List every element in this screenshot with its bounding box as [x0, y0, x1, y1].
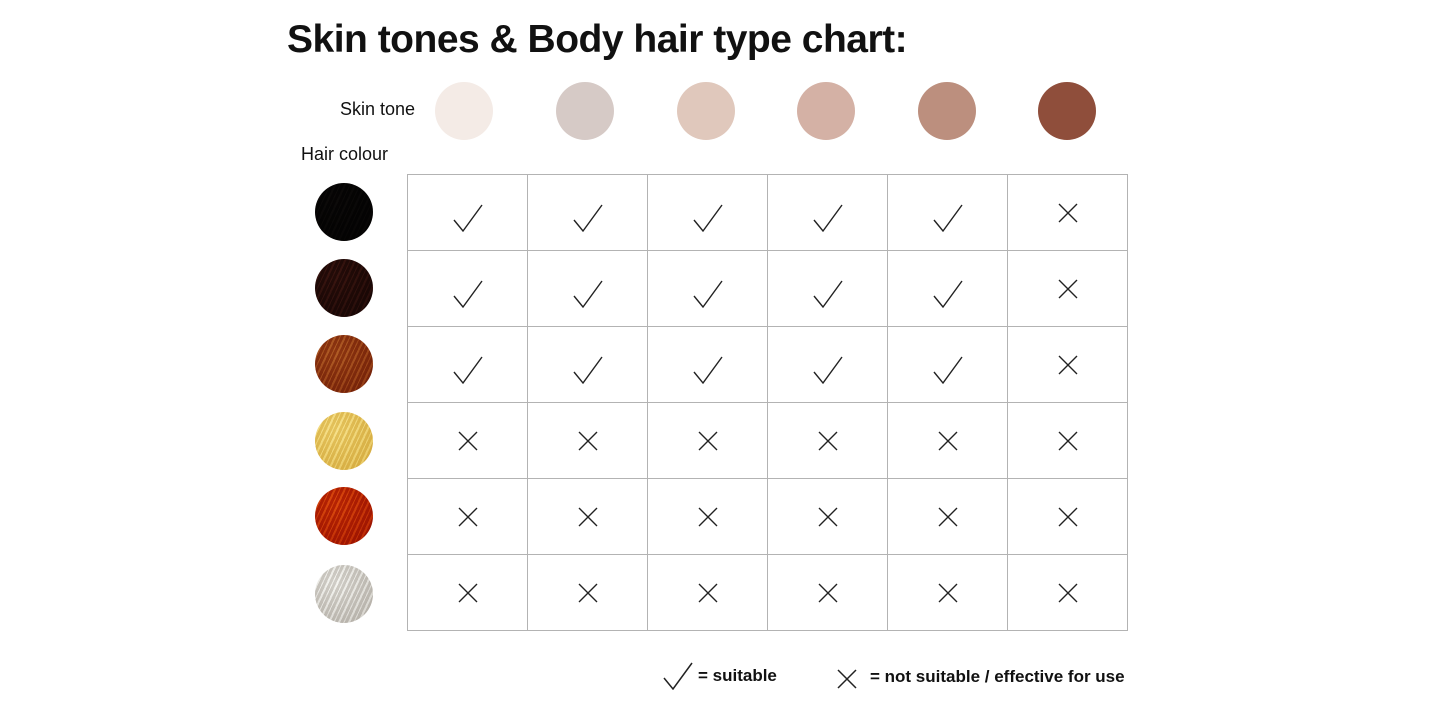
grid-cell [648, 327, 768, 403]
check-icon [932, 204, 963, 232]
legend-not-suitable-label: = not suitable / effective for use [870, 667, 1125, 686]
grid-cell [408, 175, 528, 251]
grid-cell [528, 175, 648, 251]
cross-icon [1058, 431, 1078, 451]
cross-icon [578, 583, 598, 603]
hair-colour-label: Hair colour [301, 144, 389, 164]
grid-cell [888, 479, 1008, 555]
grid-cell [888, 327, 1008, 403]
cross-icon [698, 507, 718, 527]
hair-colour-swatch [315, 335, 373, 393]
grid-cell [648, 175, 768, 251]
skin-tone-swatch [797, 82, 855, 140]
grid-cell [408, 403, 528, 479]
grid-cell [768, 251, 888, 327]
check-icon [932, 356, 963, 384]
hair-colour-swatch [315, 565, 373, 623]
cross-icon [1058, 203, 1078, 223]
check-icon [692, 280, 723, 308]
grid-cell [768, 327, 888, 403]
check-icon [932, 280, 963, 308]
check-icon [572, 356, 603, 384]
cross-icon [1058, 583, 1078, 603]
hair-colour-swatch [315, 487, 373, 545]
cross-icon [458, 583, 478, 603]
grid-cell [1008, 251, 1128, 327]
cross-icon [1058, 507, 1078, 527]
grid-cell [528, 479, 648, 555]
check-icon [692, 356, 723, 384]
check-icon [692, 204, 723, 232]
grid-cell [1008, 327, 1128, 403]
grid-cell [768, 403, 888, 479]
skin-tone-label: Skin tone [339, 99, 415, 119]
grid-cell [1008, 175, 1128, 251]
cross-icon [938, 583, 958, 603]
cross-icon [818, 431, 838, 451]
hair-colour-swatch [315, 183, 373, 241]
cross-icon [1058, 355, 1078, 375]
check-icon [452, 204, 483, 232]
suitability-grid [407, 174, 1128, 631]
grid-cell [888, 251, 1008, 327]
grid-cell [768, 479, 888, 555]
cross-icon [938, 507, 958, 527]
grid-cell [528, 327, 648, 403]
grid-cell [888, 555, 1008, 631]
check-icon [812, 356, 843, 384]
grid-cell [1008, 403, 1128, 479]
cross-icon [578, 431, 598, 451]
cross-icon [938, 431, 958, 451]
grid-cell [408, 251, 528, 327]
grid-cell [888, 175, 1008, 251]
skin-tone-swatch [1038, 82, 1096, 140]
cross-icon [698, 583, 718, 603]
cross-icon [818, 507, 838, 527]
grid-cell [648, 479, 768, 555]
grid-cell [528, 251, 648, 327]
grid-cell [408, 327, 528, 403]
cross-icon [578, 507, 598, 527]
cross-icon [818, 583, 838, 603]
grid-cell [648, 251, 768, 327]
check-icon [812, 280, 843, 308]
cross-icon [1058, 279, 1078, 299]
grid-cell [768, 555, 888, 631]
hair-colour-swatch [315, 412, 373, 470]
grid-cell [1008, 555, 1128, 631]
grid-cell [648, 555, 768, 631]
skin-tone-swatch [918, 82, 976, 140]
check-icon [452, 356, 483, 384]
grid-cell [528, 555, 648, 631]
cross-icon [458, 507, 478, 527]
grid-cell [648, 403, 768, 479]
legend-suitable-label: = suitable [698, 666, 777, 685]
cross-icon [458, 431, 478, 451]
check-icon [812, 204, 843, 232]
skin-tone-swatch [556, 82, 614, 140]
grid-cell [408, 555, 528, 631]
check-icon [452, 280, 483, 308]
hair-colour-swatch [315, 259, 373, 317]
grid-cell [1008, 479, 1128, 555]
grid-cell [888, 403, 1008, 479]
skin-tone-swatch [435, 82, 493, 140]
skin-tone-swatch [677, 82, 735, 140]
chart-title: Skin tones & Body hair type chart: [287, 18, 908, 61]
cross-icon [698, 431, 718, 451]
grid-cell [528, 403, 648, 479]
grid-cell [408, 479, 528, 555]
check-icon [572, 204, 603, 232]
legend-check-icon [663, 662, 693, 695]
legend-cross-icon [836, 668, 858, 695]
check-icon [572, 280, 603, 308]
grid-cell [768, 175, 888, 251]
